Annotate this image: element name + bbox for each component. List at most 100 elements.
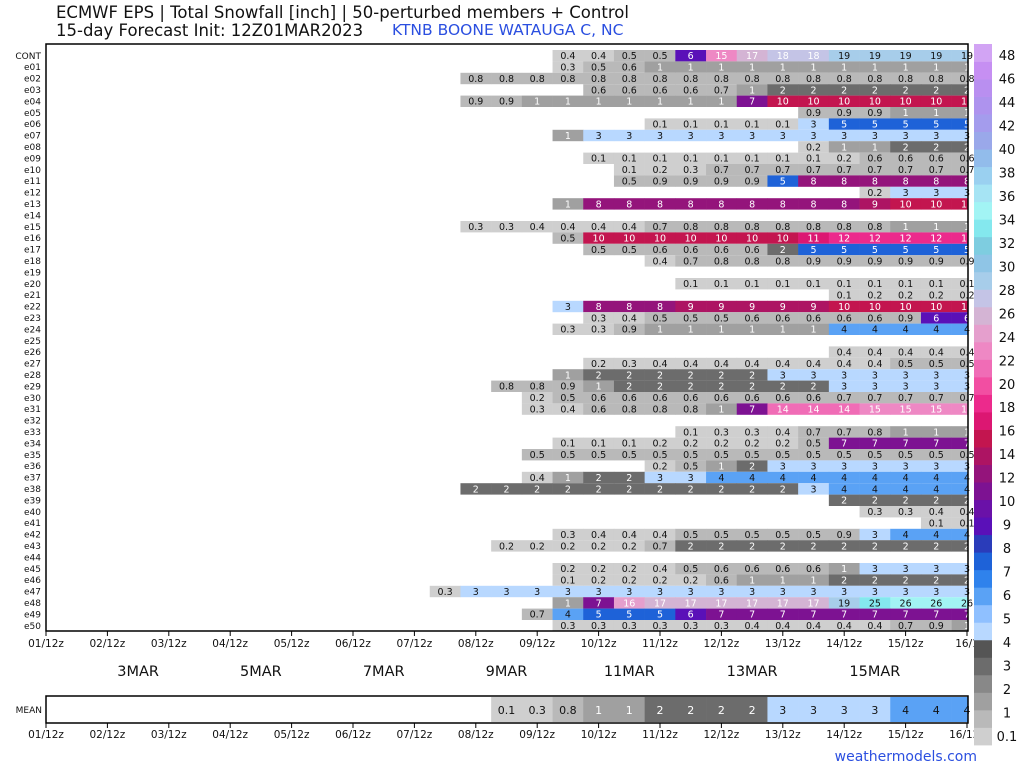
colorbar-segment [974,587,992,606]
cell [736,460,768,472]
cell-value: 0.6 [806,313,821,324]
cell [951,471,969,484]
cell-value: 0.5 [622,177,637,188]
cell [767,129,799,142]
cell-value: 10 [623,234,635,245]
cell [736,540,768,552]
member-label-e46: e46 [24,576,41,586]
cell [798,118,830,130]
cell-value: 0.2 [652,576,667,587]
cell [890,289,922,301]
cell [951,129,969,142]
cell [552,369,584,381]
cell [583,483,615,495]
cell-value: 0.4 [929,507,944,518]
cell-value: 1 [718,97,724,108]
cell-value: 0.6 [591,85,606,96]
cell [675,540,707,552]
cell-value: 0.2 [683,439,698,450]
cell [613,392,645,404]
cell [920,574,952,586]
cell [736,118,768,130]
cell [767,72,799,85]
cell-value: 2 [780,245,786,256]
cell [859,460,891,472]
cell [798,620,830,632]
cell [890,175,922,187]
cell [613,300,645,313]
day-label: 9MAR [486,664,528,680]
cell-value: 3 [933,131,939,142]
cell-value: 2 [841,541,847,552]
cell-value: 4 [872,473,878,484]
cell [552,528,584,541]
cell-value: 5 [903,120,909,131]
cell [706,312,738,324]
cell-value: 3 [810,370,816,381]
cell-value: 0.6 [714,564,729,575]
cell-value: 0.9 [867,108,882,119]
cell-value: 7 [718,610,724,621]
cell-value: 0.8 [468,74,483,85]
cell-value: 0.9 [837,108,852,119]
cell-value: 0.3 [591,325,606,336]
cell-value: 15 [930,405,942,416]
cell [644,620,676,632]
x-tick-label: 16/1 [955,638,979,650]
member-cells: 0.4 0.4 0.5 0.5 6 15 17 18 18 19 19 19 19 190.3 0.5 0.6… [429,50,975,632]
cell [767,540,799,552]
cell-value: 0.2 [745,439,760,450]
cell-value: 1 [841,142,847,153]
cell-value: 0.1 [959,519,974,530]
bottom-tick-label: 14/12z [826,729,862,741]
cell [951,107,969,119]
cell-value: 1 [749,85,755,96]
cell [859,232,891,244]
cell-value: 4 [749,473,755,484]
cell-value: 0.5 [898,359,913,370]
cell [552,563,584,575]
cell [798,528,830,541]
cell [798,300,830,313]
cell-value: 0.1 [560,439,575,450]
cell-value: 2 [688,382,694,393]
cell-value: 2 [933,576,939,587]
x-tick-label: 08/12z [458,638,494,650]
cell-value: 3 [688,131,694,142]
cell-value: 0.4 [837,359,852,370]
cell-value: 4 [964,473,970,484]
cell-value: 4 [903,325,909,336]
cell-value: 5 [872,120,878,131]
cell [460,72,492,85]
cell-value: 10 [593,234,605,245]
cell-value: 1 [688,97,694,108]
bottom-tick-label: 09/12z [519,729,555,741]
cell [613,95,645,107]
cell [890,449,922,461]
colorbar-segment [974,184,992,203]
member-label-e02: e02 [24,75,41,85]
cell [706,540,738,552]
cell [736,471,768,484]
cell [920,61,952,73]
cell-value: 0.2 [499,541,514,552]
cell-value: 0.8 [683,74,698,85]
cell [767,255,799,267]
cell-value: 2 [872,541,878,552]
cell [767,232,799,244]
cell [951,346,969,358]
cell [828,164,860,176]
member-label-cont: CONT [15,52,41,62]
cell [951,72,969,85]
cell [613,164,645,176]
cell [920,300,952,313]
colorbar-label: 22 [999,354,1016,369]
cell [859,426,891,438]
cell [552,392,584,404]
cell [798,84,830,96]
cell [583,152,615,164]
cell-value: 26 [930,598,942,609]
cell-value: 0.2 [622,576,637,587]
cell [951,369,969,381]
cell-value: 0.5 [714,313,729,324]
